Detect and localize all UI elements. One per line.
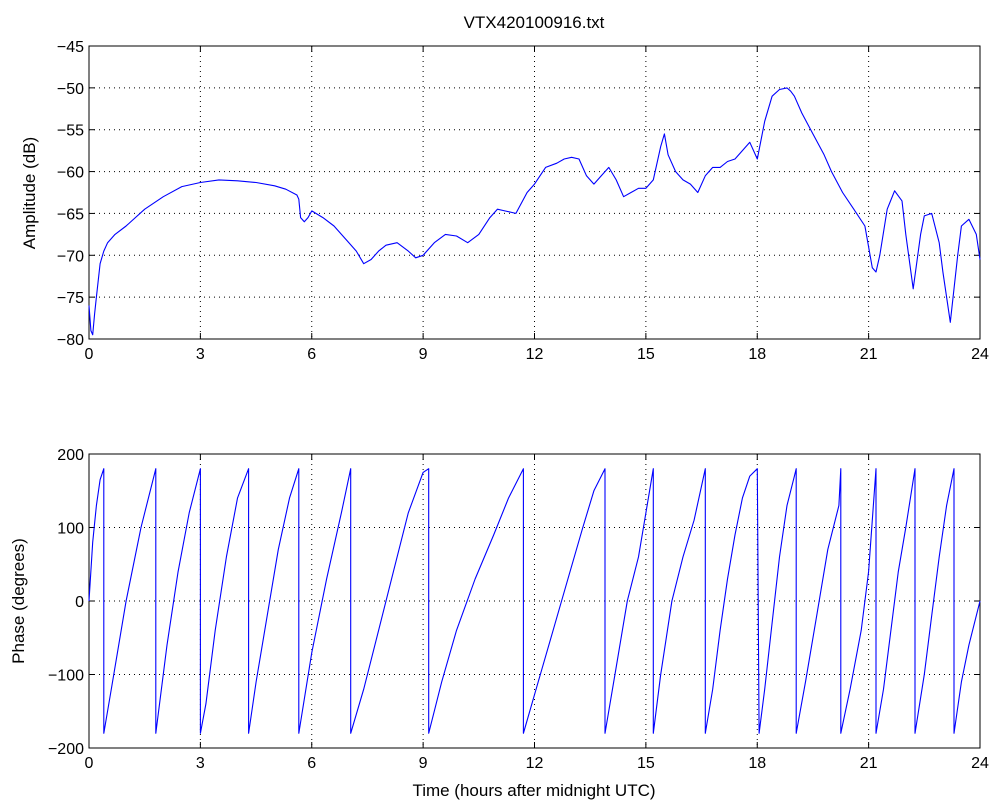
amplitude-x-tick-label: 15 bbox=[637, 346, 655, 363]
amplitude-x-tick-label: 3 bbox=[196, 346, 205, 363]
phase-y-tick-label: −100 bbox=[48, 668, 84, 685]
amplitude-x-tick-label: 0 bbox=[85, 346, 94, 363]
amplitude-x-tick-label: 18 bbox=[748, 346, 766, 363]
amplitude-ticks: 0 3 6 9 12 15 18 21 24 −80 −75 −70 −65 −60 −55 −50 −45 bbox=[57, 39, 989, 363]
amplitude-x-tick-label: 12 bbox=[526, 346, 544, 363]
phase-x-axis-label: Time (hours after midnight UTC) bbox=[412, 781, 655, 800]
amplitude-x-tick-label: 6 bbox=[307, 346, 316, 363]
phase-x-tick-label: 18 bbox=[748, 755, 766, 772]
phase-y-tick-label: 200 bbox=[57, 447, 84, 464]
amplitude-plot-area bbox=[88, 45, 981, 340]
amplitude-y-tick-label: −65 bbox=[57, 206, 84, 223]
amplitude-y-tick-label: −75 bbox=[57, 290, 84, 307]
phase-y-tick-label: 100 bbox=[57, 521, 84, 538]
phase-x-tick-label: 21 bbox=[860, 755, 878, 772]
phase-y-tick-label: −200 bbox=[48, 741, 84, 758]
amplitude-panel: 0 3 6 9 12 15 18 21 24 −80 −75 −70 −65 −60 −55 −50 −45 V… bbox=[20, 13, 989, 363]
amplitude-y-tick-label: −50 bbox=[57, 81, 84, 98]
phase-x-tick-label: 15 bbox=[637, 755, 655, 772]
amplitude-grid bbox=[89, 46, 980, 339]
amplitude-y-tick-label: −70 bbox=[57, 248, 84, 265]
phase-x-tick-label: 0 bbox=[85, 755, 94, 772]
amplitude-x-tick-label: 9 bbox=[419, 346, 428, 363]
chart-title: VTX420100916.txt bbox=[464, 13, 605, 32]
phase-x-tick-label: 3 bbox=[196, 755, 205, 772]
phase-series-line bbox=[88, 468, 981, 734]
amplitude-y-axis-label: Amplitude (dB) bbox=[20, 137, 39, 249]
phase-x-tick-label: 24 bbox=[971, 755, 989, 772]
phase-y-axis-label: Phase (degrees) bbox=[9, 538, 28, 664]
phase-x-tick-label: 6 bbox=[307, 755, 316, 772]
phase-x-tick-label: 12 bbox=[526, 755, 544, 772]
amplitude-y-tick-label: −45 bbox=[57, 39, 84, 56]
phase-y-tick-label: 0 bbox=[75, 594, 84, 611]
phase-ticks: 0 3 6 9 12 15 18 21 24 −200 −100 0 100 200 bbox=[48, 447, 989, 772]
amplitude-y-tick-label: −60 bbox=[57, 165, 84, 182]
amplitude-x-tick-label: 21 bbox=[860, 346, 878, 363]
phase-x-tick-label: 9 bbox=[419, 755, 428, 772]
amplitude-series-line bbox=[88, 87, 981, 336]
amplitude-y-tick-label: −55 bbox=[57, 123, 84, 140]
phase-panel: 0 3 6 9 12 15 18 21 24 −200 −100 0 100 200 Time (hour… bbox=[9, 447, 989, 800]
amplitude-y-tick-label: −80 bbox=[57, 332, 84, 349]
amplitude-x-tick-label: 24 bbox=[971, 346, 989, 363]
